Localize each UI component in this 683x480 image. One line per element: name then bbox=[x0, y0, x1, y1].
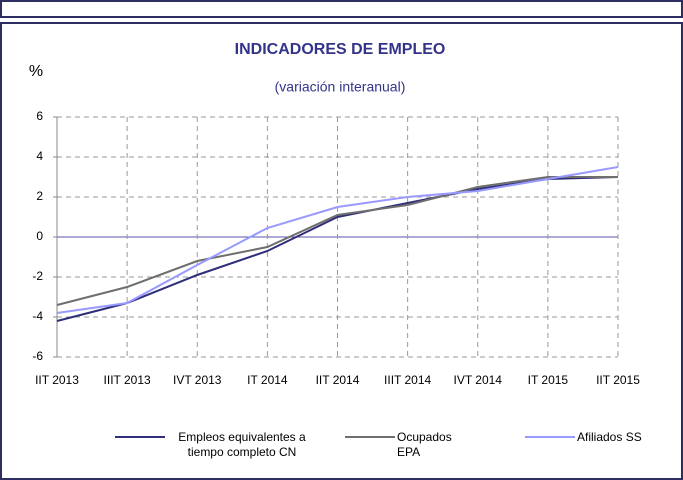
x-tick-label: IIIT 2013 bbox=[104, 373, 151, 387]
series-line bbox=[56, 176, 618, 306]
x-tick-label: IVT 2013 bbox=[173, 373, 222, 387]
y-tick-label: 6 bbox=[36, 109, 43, 123]
y-tick-label: -2 bbox=[32, 269, 43, 283]
top-band bbox=[0, 0, 683, 18]
y-tick-label: -4 bbox=[32, 309, 43, 323]
x-tick-label: IIIT 2014 bbox=[384, 373, 431, 387]
y-axis-label: % bbox=[29, 63, 43, 80]
x-tick-label: IIT 2013 bbox=[35, 373, 79, 387]
y-tick-label: 2 bbox=[36, 189, 43, 203]
chart-subtitle: (variación interanual) bbox=[275, 79, 406, 95]
y-tick-label: 4 bbox=[36, 149, 43, 163]
series-line bbox=[56, 166, 619, 314]
x-tick-label: IIT 2014 bbox=[316, 373, 360, 387]
legend-label: Empleos equivalentes a tiempo completo C… bbox=[178, 430, 306, 459]
x-tick-label: IT 2014 bbox=[247, 373, 288, 387]
x-tick-label: IT 2015 bbox=[528, 373, 569, 387]
legend-label: Afiliados SS bbox=[577, 430, 642, 444]
y-tick-label: -6 bbox=[32, 349, 43, 363]
frame bbox=[0, 22, 683, 480]
legend-label: Ocupados EPA bbox=[397, 430, 452, 459]
y-tick-label: 0 bbox=[36, 229, 43, 243]
x-tick-label: IVT 2014 bbox=[454, 373, 503, 387]
x-tick-label: IIT 2015 bbox=[596, 373, 640, 387]
chart-title: INDICADORES DE EMPLEO bbox=[235, 41, 446, 58]
